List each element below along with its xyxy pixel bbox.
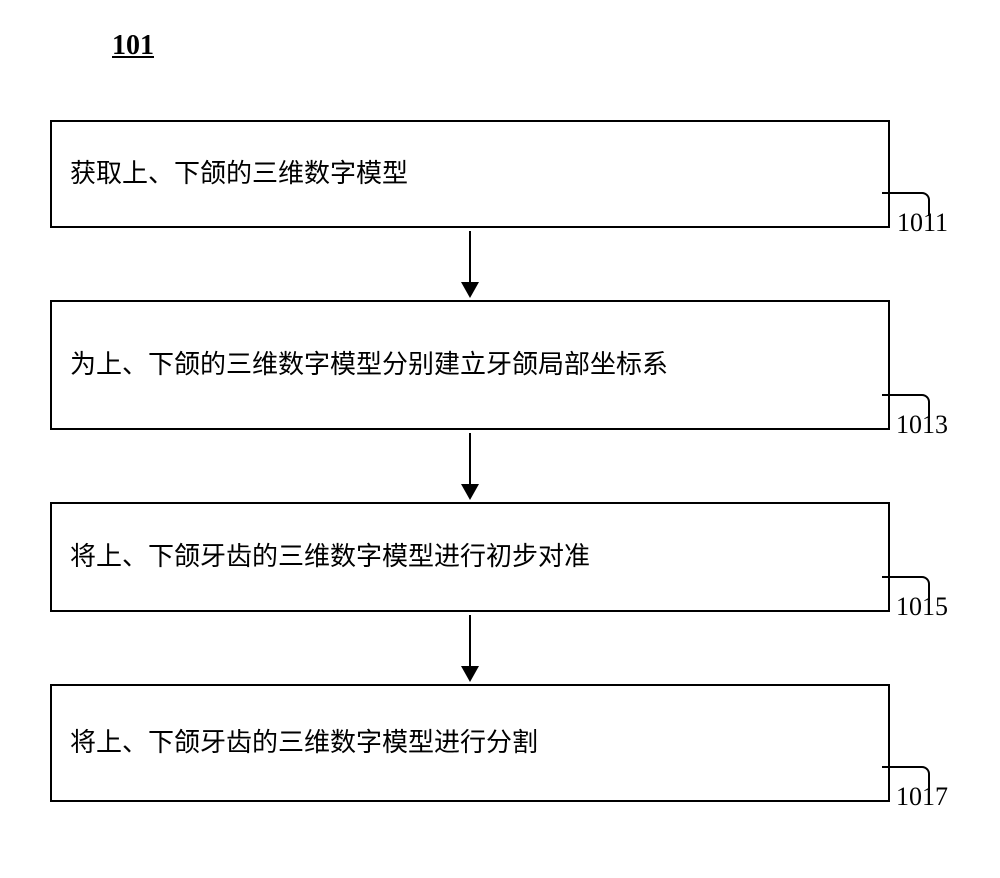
step-label: 1011 <box>897 208 948 238</box>
step-text: 将上、下颌牙齿的三维数字模型进行分割 <box>70 725 538 761</box>
step-label: 1017 <box>896 782 948 812</box>
step-box-1011: 获取上、下颌的三维数字模型1011 <box>50 120 890 228</box>
step-box-1013: 为上、下颌的三维数字模型分别建立牙颌局部坐标系1013 <box>50 300 890 430</box>
arrow-line <box>469 615 471 667</box>
arrow-down-icon <box>461 666 479 682</box>
step-label: 1015 <box>896 592 948 622</box>
step-text: 将上、下颌牙齿的三维数字模型进行初步对准 <box>70 539 590 575</box>
step-box-1015: 将上、下颌牙齿的三维数字模型进行初步对准1015 <box>50 502 890 612</box>
arrow-down-icon <box>461 484 479 500</box>
step-text: 获取上、下颌的三维数字模型 <box>70 156 408 192</box>
arrow-line <box>469 231 471 283</box>
connector-arrow <box>50 228 890 300</box>
step-label: 1013 <box>896 410 948 440</box>
step-text: 为上、下颌的三维数字模型分别建立牙颌局部坐标系 <box>70 347 668 383</box>
connector-arrow <box>50 430 890 502</box>
connector-arrow <box>50 612 890 684</box>
flowchart-container: 获取上、下颌的三维数字模型1011为上、下颌的三维数字模型分别建立牙颌局部坐标系… <box>50 120 950 802</box>
step-box-1017: 将上、下颌牙齿的三维数字模型进行分割1017 <box>50 684 890 802</box>
arrow-down-icon <box>461 282 479 298</box>
arrow-line <box>469 433 471 485</box>
diagram-title: 101 <box>112 30 154 62</box>
